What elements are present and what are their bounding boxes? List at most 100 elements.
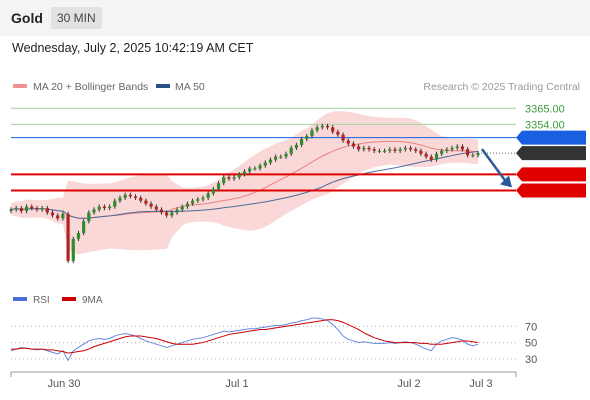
rsi-tick-label: 70 (525, 321, 537, 333)
level-resistance: 3365.00 (11, 103, 565, 115)
candle-body (232, 177, 236, 179)
rsi-tick-label: 50 (525, 338, 537, 350)
candle (216, 180, 221, 192)
x-label-jul1: Jul 1 (225, 378, 248, 390)
candle (159, 207, 164, 215)
candle (310, 128, 314, 139)
candle-body (476, 153, 480, 156)
candle (144, 198, 148, 206)
candle (248, 166, 252, 174)
candle (341, 132, 345, 143)
candle (227, 175, 231, 181)
bollinger-band-area (11, 110, 478, 255)
candle-body (45, 208, 49, 213)
candle (165, 210, 169, 218)
candle (107, 204, 112, 211)
candle-body (279, 156, 283, 158)
candle (346, 138, 350, 146)
candle-body (56, 215, 60, 219)
candle-body (466, 149, 470, 156)
level-tag (516, 130, 586, 145)
candle (175, 207, 179, 215)
level-tag (516, 167, 586, 182)
candle-body (144, 200, 148, 204)
candle-body (237, 174, 241, 178)
candle-body (201, 197, 205, 200)
candle-body (393, 149, 397, 151)
candle-body (455, 146, 459, 148)
candle-body (87, 212, 91, 222)
candle (455, 144, 459, 151)
candle-body (35, 208, 39, 210)
candle-body (102, 206, 106, 209)
candle (325, 123, 330, 130)
candle (284, 151, 288, 159)
candle (196, 197, 200, 203)
candle (133, 194, 138, 201)
candle (45, 205, 49, 215)
candle-body (133, 196, 138, 198)
candle (139, 195, 143, 203)
candle (61, 211, 65, 221)
forecast-arrow-head (500, 175, 512, 188)
candle-body (351, 143, 356, 147)
candle-body (284, 153, 288, 157)
timeframe-button[interactable]: 30 MIN (51, 7, 102, 29)
candle (305, 133, 309, 142)
candle (320, 123, 324, 130)
candle (424, 151, 428, 159)
candle-body (206, 193, 210, 198)
candle-body (24, 206, 29, 212)
candle (253, 166, 257, 171)
candle-body (113, 200, 117, 207)
candle (76, 230, 81, 242)
candle (274, 154, 278, 162)
legend-9ma-label: 9MA (82, 295, 103, 306)
candle (154, 204, 158, 212)
candle-body (118, 197, 122, 201)
candle (211, 186, 215, 196)
candle-body (414, 149, 418, 151)
legend-bb-swatch (13, 84, 27, 88)
candle (185, 201, 190, 209)
candle-body (445, 149, 449, 151)
candle (279, 154, 283, 159)
candle (35, 205, 39, 212)
rsi-tick-label: 30 (525, 354, 537, 366)
candle (362, 145, 366, 152)
candle-body (66, 213, 70, 261)
candle-body (180, 206, 184, 210)
candle (149, 201, 153, 209)
candle (408, 145, 413, 152)
rsi-ma-line (11, 319, 479, 354)
candle-body (71, 238, 75, 261)
candle (434, 151, 439, 162)
legend-ma50-label: MA 50 (175, 81, 205, 93)
candle (56, 213, 60, 221)
legend-bb: MA 20 + Bollinger Bands (13, 81, 148, 93)
candle-body (377, 150, 382, 152)
candle-body (175, 209, 179, 213)
legend-9ma-swatch (62, 297, 76, 301)
candle-body (139, 197, 143, 201)
level-resistance: 3354.00 (11, 119, 565, 131)
candle-body (30, 206, 34, 209)
candle-body (97, 206, 101, 210)
candle (336, 129, 340, 137)
candle (429, 154, 433, 162)
candle-body (268, 159, 273, 163)
candle (377, 148, 382, 154)
candle (476, 150, 480, 158)
candle-body (383, 150, 387, 152)
candle-body (403, 147, 407, 150)
candle (268, 157, 273, 165)
candles (9, 123, 480, 264)
candle-body (170, 212, 174, 216)
level-tag (516, 146, 586, 161)
candle-body (159, 209, 164, 213)
candle-body (362, 147, 366, 150)
candle-body (331, 127, 335, 132)
candle (289, 145, 293, 156)
candle-body (9, 209, 13, 212)
